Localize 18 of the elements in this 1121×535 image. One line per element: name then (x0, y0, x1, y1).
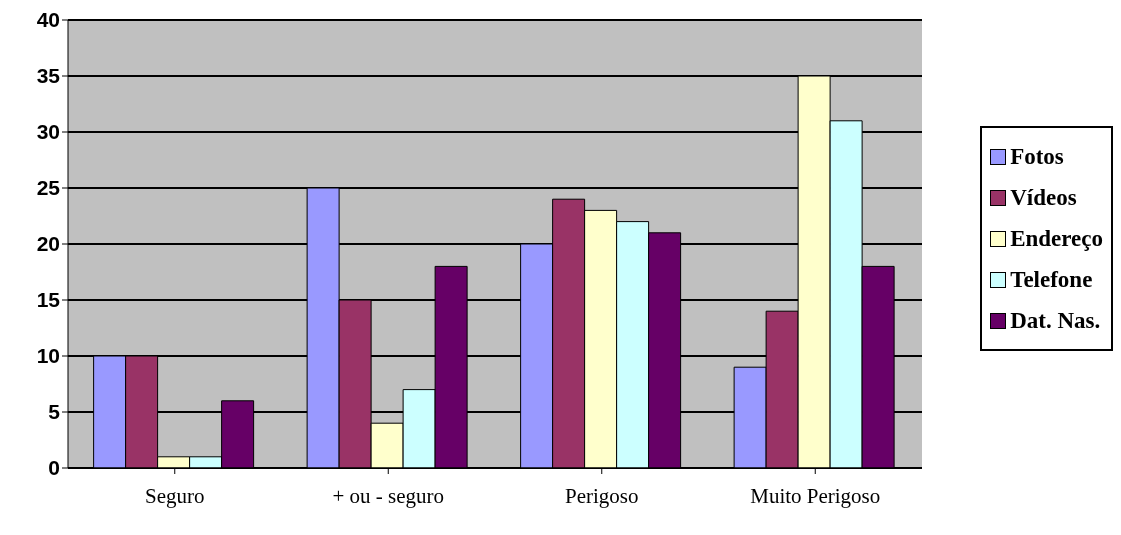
legend-label: Fotos (1010, 143, 1064, 170)
x-tick-label: Muito Perigoso (750, 483, 881, 508)
y-tick-label: 15 (36, 288, 61, 312)
y-tick-label: 5 (48, 400, 61, 424)
y-tick-label: 20 (36, 232, 60, 256)
x-tick-label: Perigoso (565, 483, 639, 508)
legend-label: Endereço (1010, 225, 1103, 252)
y-tick-label: 40 (36, 8, 60, 32)
legend-label: Telefone (1010, 266, 1093, 293)
y-tick-label: 25 (36, 176, 61, 200)
legend-label: Vídeos (1010, 184, 1077, 211)
legend-label: Dat. Nas. (1010, 307, 1101, 334)
x-tick-label: + ou - seguro (332, 483, 445, 508)
y-tick-label: 35 (36, 64, 61, 88)
y-tick-label: 10 (36, 344, 60, 368)
x-tick-label: Seguro (145, 483, 205, 508)
y-tick-label: 30 (36, 120, 60, 144)
y-tick-label: 0 (48, 456, 60, 480)
